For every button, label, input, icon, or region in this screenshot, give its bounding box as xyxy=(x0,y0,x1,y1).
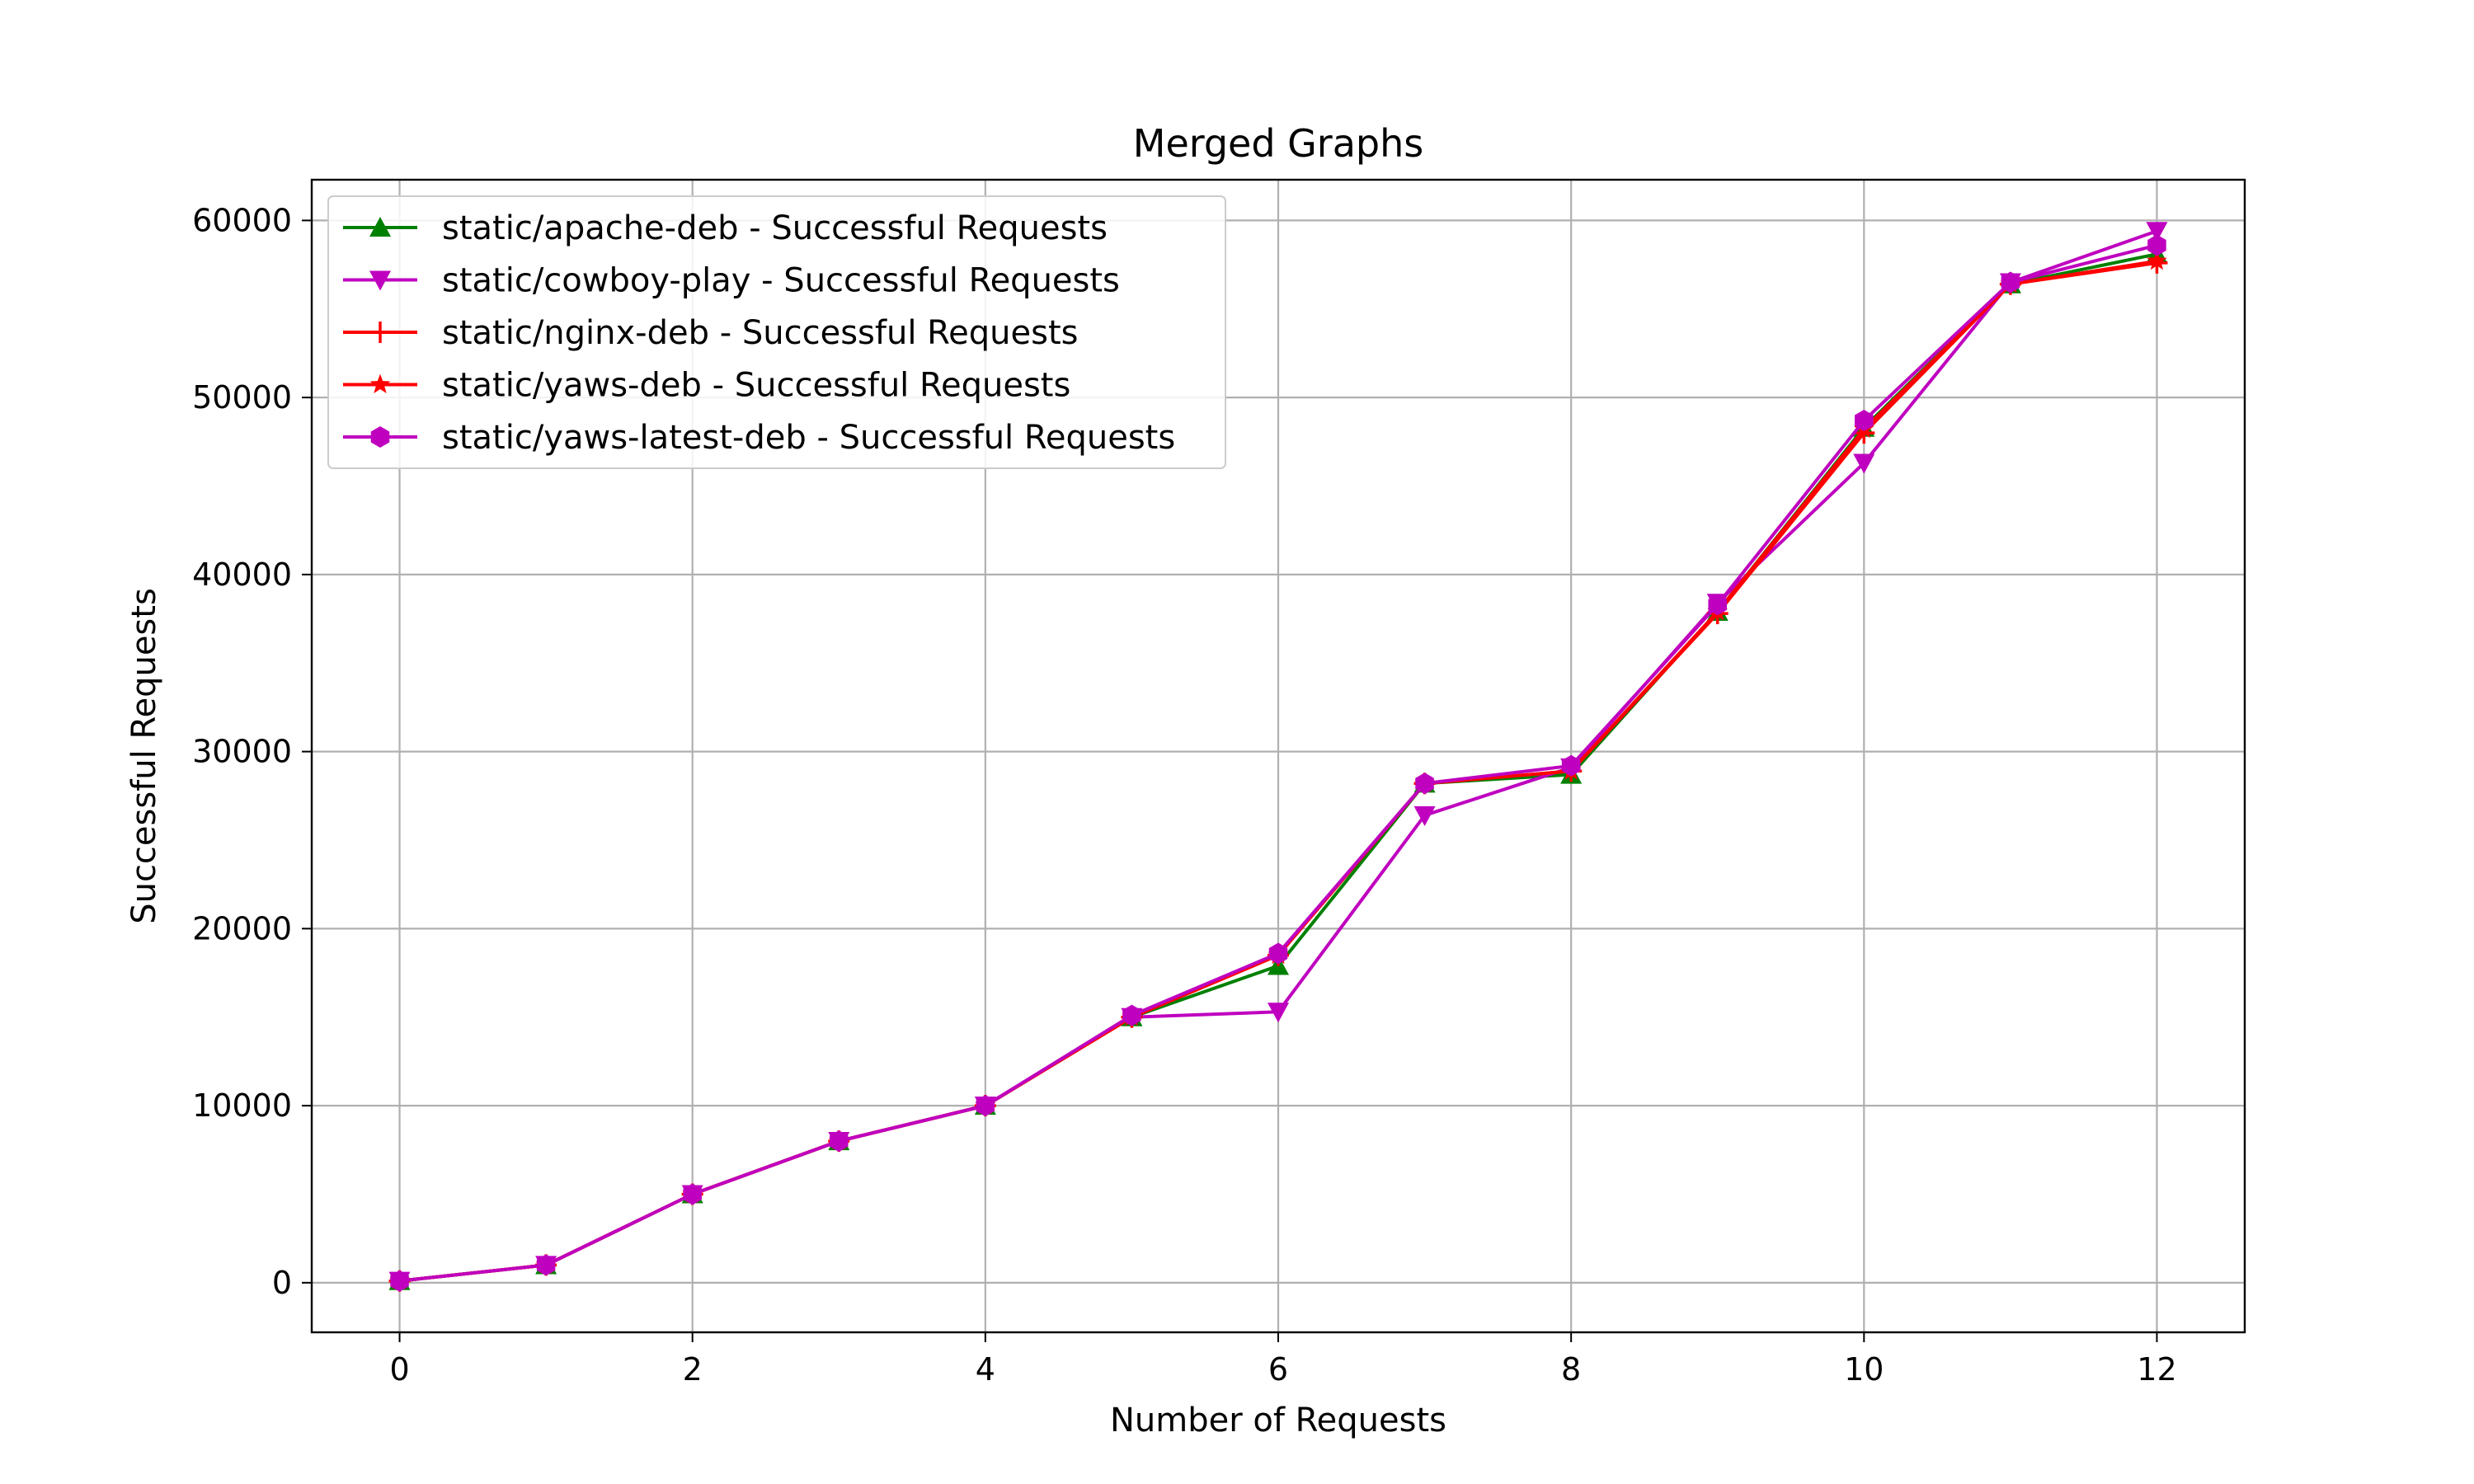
x-tick-label: 8 xyxy=(1561,1351,1581,1388)
legend-item: static/yaws-latest-deb - Successful Requ… xyxy=(343,419,1175,457)
data-point xyxy=(1855,410,1874,432)
x-tick-label: 4 xyxy=(976,1351,995,1388)
data-point xyxy=(976,1095,995,1117)
legend-marker xyxy=(369,322,391,343)
legend-label: static/cowboy-play - Successful Requests xyxy=(442,262,1120,300)
y-tick-label: 0 xyxy=(272,1265,292,1301)
legend-label: static/nginx-deb - Successful Requests xyxy=(442,314,1078,352)
legend-label: static/apache-deb - Successful Requests xyxy=(442,209,1108,247)
data-point xyxy=(2146,222,2168,242)
data-point xyxy=(1415,773,1434,795)
x-tick-label: 10 xyxy=(1844,1351,1884,1388)
x-tick-label: 6 xyxy=(1268,1351,1288,1388)
data-point xyxy=(390,1270,409,1292)
data-point xyxy=(536,1254,556,1276)
data-point xyxy=(1413,805,1436,826)
chart-title: Merged Graphs xyxy=(1133,121,1423,166)
legend-label: static/yaws-latest-deb - Successful Requ… xyxy=(442,419,1175,457)
x-tick-label: 12 xyxy=(2137,1351,2176,1388)
x-tick-label: 0 xyxy=(389,1351,409,1388)
data-point xyxy=(2147,250,2167,270)
x-tick-label: 2 xyxy=(683,1351,703,1388)
legend-box xyxy=(327,195,1226,469)
y-tick-label: 50000 xyxy=(192,379,292,416)
data-point xyxy=(683,1183,702,1205)
legend: static/apache-deb - Successful Requests s… xyxy=(327,195,1226,469)
data-point xyxy=(1268,1003,1289,1023)
y-tick-label: 30000 xyxy=(192,734,292,770)
series-5 xyxy=(390,234,2166,1292)
x-axis: 0 2 4 6 8 10 12 xyxy=(389,1332,2177,1388)
legend-item: static/nginx-deb - Successful Requests xyxy=(343,314,1078,352)
y-tick-label: 20000 xyxy=(192,910,292,946)
data-point xyxy=(1561,754,1581,777)
y-tick-label: 60000 xyxy=(192,202,292,238)
y-axis-label: Successful Requests xyxy=(125,588,163,924)
data-point xyxy=(830,1130,849,1153)
series-layer xyxy=(388,222,2168,1292)
data-point xyxy=(1853,453,1875,474)
legend-item: static/cowboy-play - Successful Requests xyxy=(343,262,1120,300)
data-point xyxy=(2147,234,2166,256)
legend-label: static/yaws-deb - Successful Requests xyxy=(442,367,1070,405)
data-point xyxy=(1268,942,1288,965)
legend-marker xyxy=(369,270,391,291)
legend-item: static/apache-deb - Successful Requests xyxy=(343,209,1108,247)
y-tick-label: 40000 xyxy=(192,556,292,593)
data-point xyxy=(1708,594,1727,616)
y-axis: 0 10000 20000 30000 40000 50000 60000 xyxy=(192,202,312,1301)
legend-marker xyxy=(369,373,391,394)
x-axis-label: Number of Requests xyxy=(1110,1402,1446,1439)
legend-item: static/yaws-deb - Successful Requests xyxy=(343,367,1070,405)
legend-marker xyxy=(369,217,391,237)
data-point xyxy=(2001,271,2020,294)
legend-marker xyxy=(370,426,390,448)
data-point xyxy=(1122,1004,1141,1026)
y-tick-label: 10000 xyxy=(192,1087,292,1124)
